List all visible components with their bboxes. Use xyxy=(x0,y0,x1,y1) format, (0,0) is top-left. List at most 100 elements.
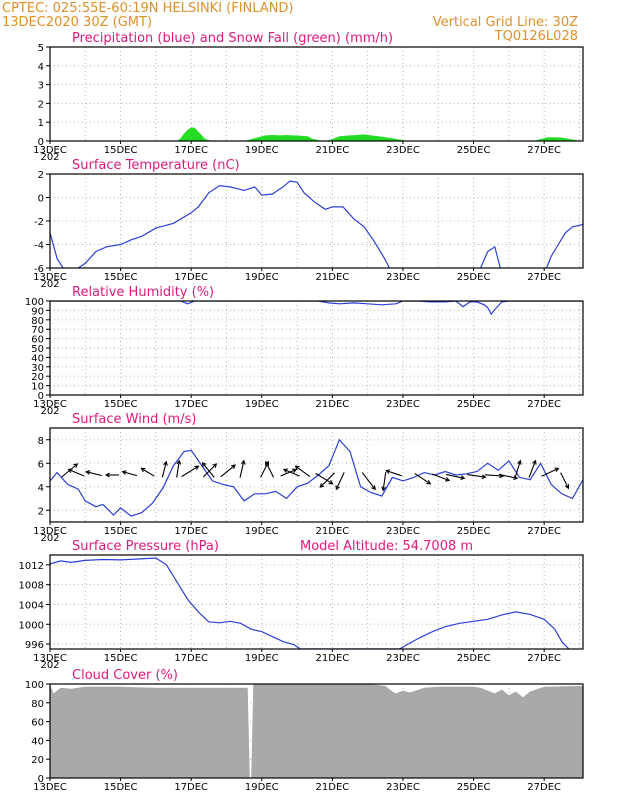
x-tick-label: 25DEC xyxy=(457,782,491,793)
x-tick-label: 27DEC xyxy=(527,272,561,283)
wind-frame xyxy=(49,427,584,523)
y-tick-label: -2 xyxy=(34,217,44,228)
wind-arrow xyxy=(104,472,120,478)
x-tick-label: 27DEC xyxy=(527,653,561,664)
x-tick-label: 19DEC xyxy=(245,272,279,283)
cloud-area-series xyxy=(50,684,583,778)
cloud-panel: 0 20 40 60 80 100 13DEC 15DEC 17DEC 19DEC 21DEC 23D… xyxy=(25,668,584,793)
wind-arrow xyxy=(335,472,345,491)
y-tick-label: 60 xyxy=(31,335,44,346)
y-tick-label: 0 xyxy=(38,194,44,205)
pressure-frame xyxy=(49,554,584,650)
temp-line-series xyxy=(50,180,583,268)
wind-arrow xyxy=(315,472,334,485)
x-year-label: 202 xyxy=(40,279,59,290)
x-tick-label: 27DEC xyxy=(527,145,561,156)
wind-arrow xyxy=(181,465,200,478)
x-tick-label: 23DEC xyxy=(386,145,420,156)
precip-frame xyxy=(49,46,584,142)
wind-arrow xyxy=(414,472,432,485)
x-tick-label: 23DEC xyxy=(386,272,420,283)
x-tick-label: 15DEC xyxy=(104,782,138,793)
wind-arrow xyxy=(140,467,155,477)
x-tick-label: 17DEC xyxy=(174,653,208,664)
x-tick-label: 19DEC xyxy=(245,145,279,156)
x-tick-label: 23DEC xyxy=(386,399,420,410)
y-tick-label: 10 xyxy=(31,382,44,393)
x-tick-label: 25DEC xyxy=(457,272,491,283)
y-tick-label: -4 xyxy=(34,241,44,252)
x-tick-label: 25DEC xyxy=(457,145,491,156)
x-year-label: 202 xyxy=(40,406,59,417)
x-year-label: 202 xyxy=(40,533,59,544)
x-tick-label: 27DEC xyxy=(527,399,561,410)
y-tick-label: 4 xyxy=(38,62,44,73)
x-tick-label: 27DEC xyxy=(527,782,561,793)
x-tick-label: 17DEC xyxy=(174,145,208,156)
wind-line-series xyxy=(50,438,583,517)
x-tick-label: 15DEC xyxy=(104,145,138,156)
wind-arrow xyxy=(361,472,376,491)
x-tick-label: 23DEC xyxy=(386,526,420,537)
pressure-title: Surface Pressure (hPa) xyxy=(72,539,219,554)
temp-frame xyxy=(49,173,584,269)
wind-arrow xyxy=(467,474,487,480)
wind-arrow xyxy=(121,470,138,477)
x-tick-label: 19DEC xyxy=(245,526,279,537)
y-tick-label: 1008 xyxy=(19,581,44,592)
x-tick-label: 23DEC xyxy=(386,782,420,793)
y-tick-label: 1004 xyxy=(19,600,44,611)
x-tick-label: 21DEC xyxy=(316,526,350,537)
x-tick-label: 25DEC xyxy=(457,399,491,410)
x-tick-label: 21DEC xyxy=(316,653,350,664)
wind-arrow xyxy=(541,467,560,477)
x-tick-label: 21DEC xyxy=(316,145,350,156)
precip-area-series xyxy=(50,127,583,141)
header-model-id: TQ0126L028 xyxy=(494,29,578,44)
y-tick-label: 5 xyxy=(38,43,44,54)
x-tick-label: 13DEC xyxy=(33,272,67,283)
wind-panel: 2 4 6 8 13DEC 15DEC 17DEC 19DEC 21DEC 23DEC 25DEC 2… xyxy=(33,412,584,544)
x-tick-label: 19DEC xyxy=(245,653,279,664)
cloud-frame xyxy=(49,683,584,779)
y-tick-label: 0 xyxy=(38,774,44,785)
wind-arrow xyxy=(85,470,102,477)
temp-series-group xyxy=(50,180,583,268)
pressure-panel: 996 1000 1004 1008 1012 13DEC 15DEC 17DEC 19DEC 2… xyxy=(19,539,584,671)
y-tick-label: 2 xyxy=(38,506,44,517)
y-tick-label: 100 xyxy=(25,297,44,308)
x-tick-label: 25DEC xyxy=(457,653,491,664)
rh-line-series xyxy=(50,301,583,316)
x-tick-label: 13DEC xyxy=(33,653,67,664)
y-tick-label: -6 xyxy=(34,264,44,275)
wind-arrow xyxy=(239,459,246,478)
x-tick-label: 13DEC xyxy=(33,526,67,537)
wind-arrow xyxy=(294,465,311,478)
x-tick-label: 13DEC xyxy=(33,399,67,410)
wind-arrow xyxy=(445,473,466,480)
x-tick-label: 21DEC xyxy=(316,399,350,410)
cloud-title: Cloud Cover (%) xyxy=(72,668,178,683)
y-tick-label: 50 xyxy=(31,344,44,355)
wind-arrow xyxy=(282,468,300,477)
pressure-annotation: Model Altitude: 54.7008 m xyxy=(300,539,473,554)
wind-arrow xyxy=(201,462,215,478)
y-tick-label: 30 xyxy=(31,363,44,374)
x-tick-label: 15DEC xyxy=(104,526,138,537)
pressure-series-group xyxy=(50,557,570,649)
x-tick-label: 17DEC xyxy=(174,272,208,283)
y-tick-label: 996 xyxy=(25,640,44,651)
wind-arrow xyxy=(560,472,570,490)
header-location: CPTEC: 025:55E-60:19N HELSINKI (FINLAND) xyxy=(2,1,294,16)
y-tick-label: 100 xyxy=(25,680,44,691)
header-grid-info: Vertical Grid Line: 30Z xyxy=(433,15,578,30)
y-tick-label: 80 xyxy=(31,699,44,710)
wind-arrow xyxy=(381,472,387,492)
y-tick-label: 20 xyxy=(31,755,44,766)
y-tick-label: 3 xyxy=(38,81,44,92)
x-tick-label: 21DEC xyxy=(316,272,350,283)
x-tick-label: 23DEC xyxy=(386,653,420,664)
y-tick-label: 40 xyxy=(31,736,44,747)
wind-arrow xyxy=(385,469,403,477)
x-tick-label: 13DEC xyxy=(33,145,67,156)
